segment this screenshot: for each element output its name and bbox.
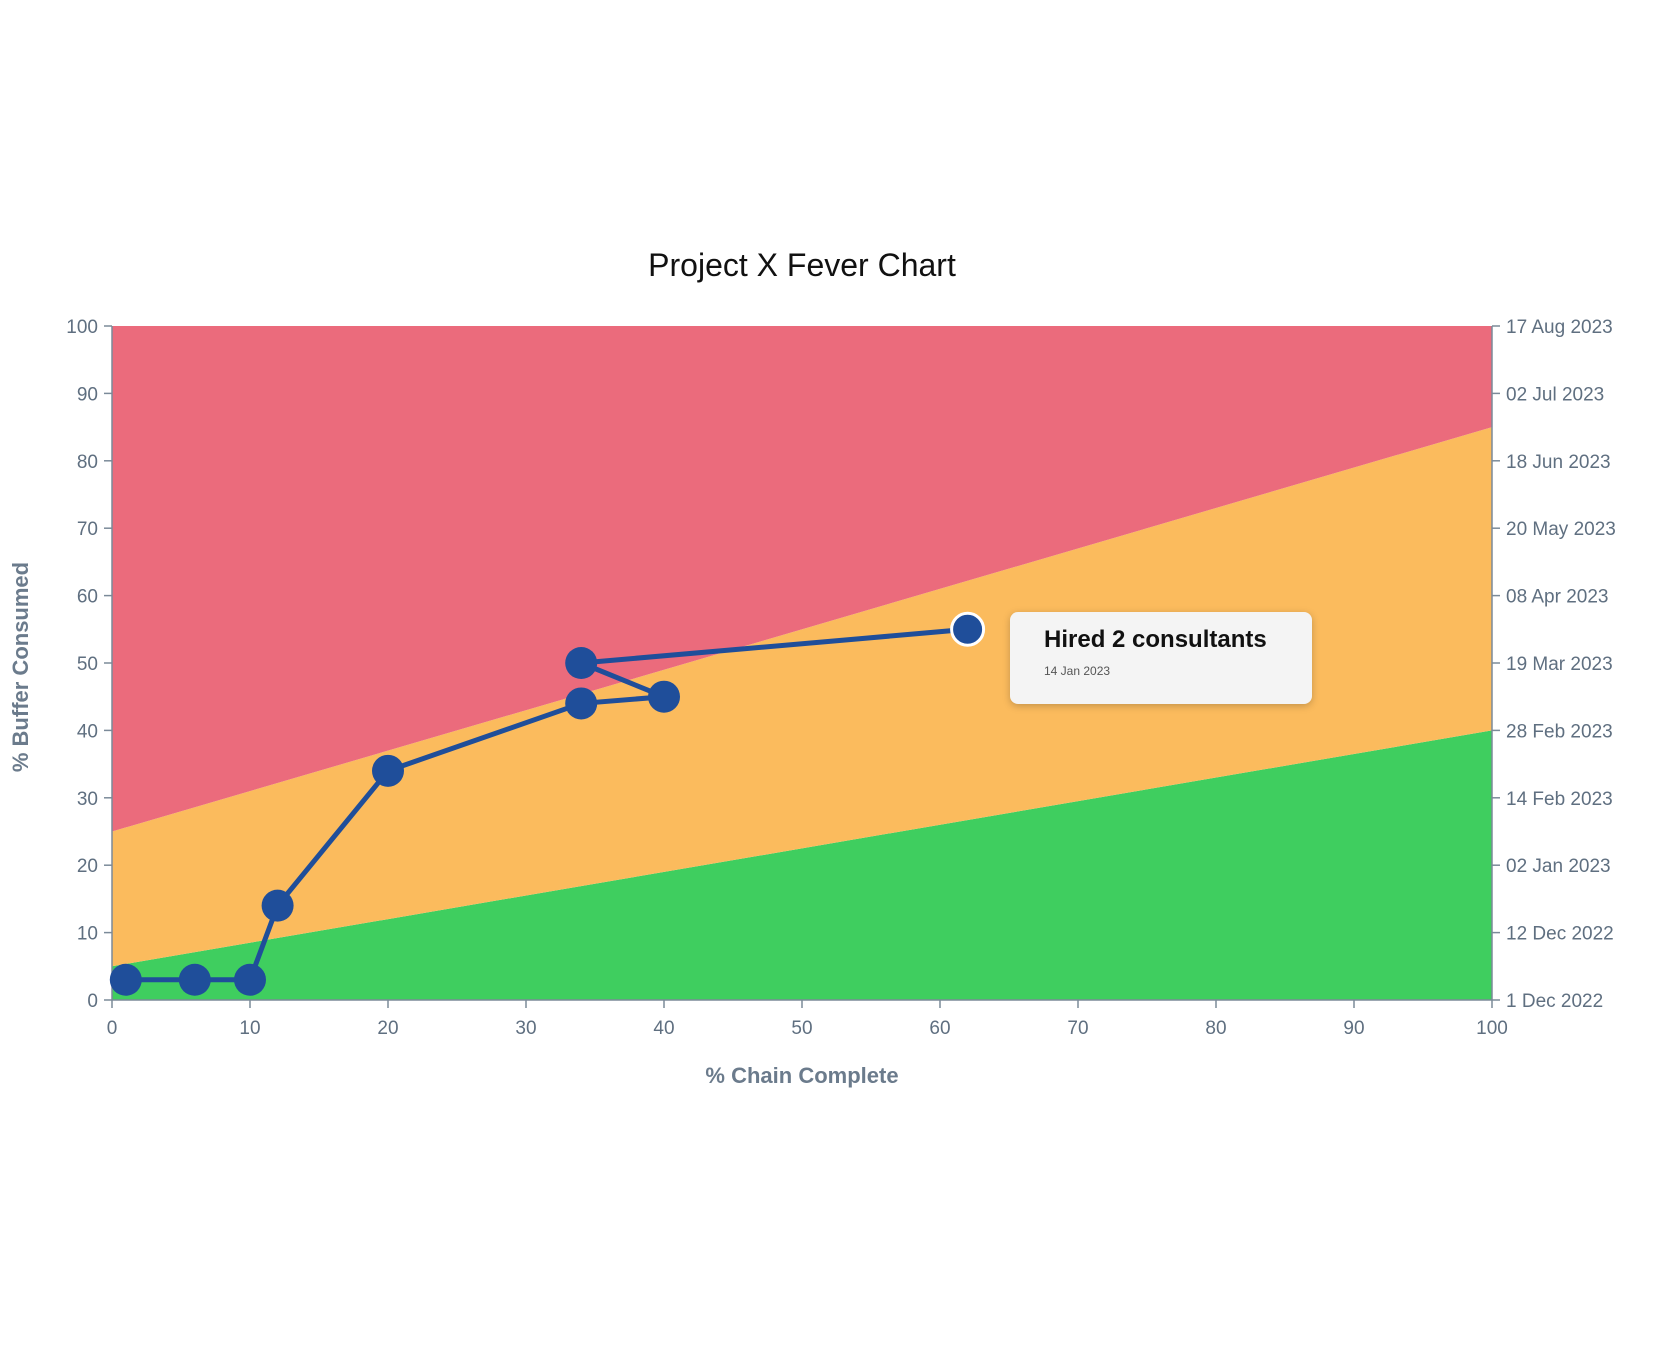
highlighted-data-point [950,611,986,647]
y-tick-label: 80 [77,452,98,473]
x-tick-label: 60 [929,1018,950,1039]
y2-tick-label: 1 Dec 2022 [1506,991,1603,1012]
data-point [565,647,598,679]
y-tick-label: 100 [66,317,98,338]
data-point [372,754,404,787]
tooltip-date: 14 Jan 2023 [1044,664,1111,678]
zone-green [112,730,1492,1000]
axes-layer: 0 10 20 30 40 50 60 70 80 90 100 0 10 20 30 40 50 60 70 80 9… [66,317,1616,1039]
zones-layer [112,326,1492,1000]
y2-tick-label: 19 Mar 2023 [1506,654,1613,675]
y2-tick-label: 14 Feb 2023 [1506,789,1613,810]
x-tick-label: 100 [1476,1018,1508,1039]
x-tick-label: 50 [791,1018,812,1039]
y-tick-label: 70 [77,519,98,540]
x-tick-label: 40 [653,1018,674,1039]
y2-tick-label: 17 Aug 2023 [1506,317,1613,338]
x-tick-label: 80 [1205,1018,1226,1039]
x-tick-label: 20 [377,1018,398,1039]
y-tick-label: 0 [87,991,98,1012]
point-tooltip: Hired 2 consultants 14 Jan 2023 [1010,612,1312,704]
x-tick-label: 30 [515,1018,536,1039]
y2-tick-label: 28 Feb 2023 [1506,721,1613,742]
data-point [109,963,142,996]
data-point [178,963,211,996]
x-tick-label: 90 [1343,1018,1364,1039]
y-tick-label: 20 [77,856,98,877]
y2-tick-label: 08 Apr 2023 [1506,587,1608,608]
data-point [648,680,680,713]
zone-yellow [112,427,1492,967]
zone-red [112,326,1492,832]
tooltip-title: Hired 2 consultants [1044,626,1267,653]
y-tick-label: 90 [77,384,98,405]
x-tick-label: 0 [107,1018,118,1039]
y-tick-label: 30 [77,789,98,810]
y2-tick-label: 18 Jun 2023 [1506,452,1611,473]
data-point [234,963,266,996]
y2-tick-label: 02 Jan 2023 [1506,856,1611,877]
data-point [261,889,294,922]
x-tick-label: 70 [1067,1018,1088,1039]
series-layer [109,611,986,996]
x-axis-label: % Chain Complete [705,1063,898,1088]
y2-tick-label: 12 Dec 2022 [1506,924,1614,945]
y2-tick-label: 02 Jul 2023 [1506,384,1604,405]
chart-title: Project X Fever Chart [648,247,956,283]
y-tick-label: 10 [77,924,98,945]
y-axis-label: % Buffer Consumed [8,562,33,772]
y2-tick-label: 20 May 2023 [1506,519,1616,540]
data-point [565,687,598,720]
y-tick-label: 60 [77,587,98,608]
x-tick-label: 10 [239,1018,260,1039]
y-tick-label: 40 [77,721,98,742]
y-tick-label: 50 [77,654,98,675]
